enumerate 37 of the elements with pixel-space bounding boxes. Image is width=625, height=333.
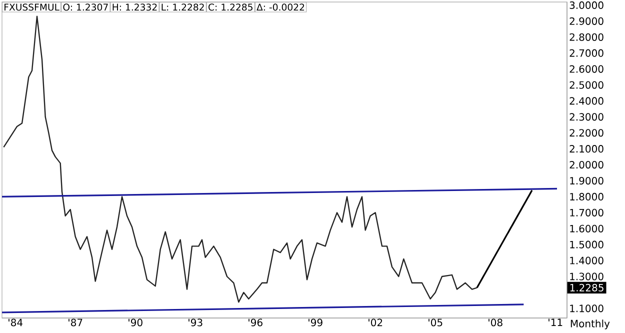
- x-tick-label: '02: [368, 318, 382, 326]
- x-axis-title: Monthly: [570, 320, 610, 330]
- annotation: H: 1.2332: [112, 4, 157, 11]
- y-tick-label: 2.4000: [570, 97, 604, 105]
- x-tick-label: '96: [248, 318, 262, 326]
- y-tick-label: 1.9000: [570, 176, 604, 185]
- annotation: Δ: -0.0022: [256, 4, 304, 11]
- annotation: C: 1.2285: [208, 4, 252, 11]
- y-tick-label: 1.1000: [570, 304, 604, 312]
- x-tick-label: '05: [428, 318, 442, 326]
- x-tick-label: '84: [8, 318, 23, 326]
- y-tick-label: 2.5000: [570, 81, 604, 89]
- y-tick-label: 2.2000: [570, 129, 604, 137]
- x-tick-label: '11: [548, 318, 562, 326]
- chart-title: FXUSSFMUL: [4, 4, 60, 11]
- y-tick-label: 1.7000: [570, 208, 604, 216]
- y-tick-label: 3.0000: [570, 1, 604, 9]
- y-tick-label: 2.7000: [570, 49, 604, 57]
- y-tick-label: 1.6000: [570, 224, 604, 232]
- x-tick-label: '87: [68, 318, 82, 326]
- y-tick-label: 2.6000: [570, 65, 604, 73]
- x-tick-label: '90: [128, 318, 142, 326]
- y-tick-label: 2.9000: [570, 17, 604, 25]
- x-tick-label: '99: [308, 318, 322, 326]
- y-tick-label: 2.3000: [570, 113, 604, 121]
- y-tick-label: 2.0000: [570, 161, 604, 169]
- annotation: L: 1.2282: [162, 4, 204, 11]
- text: 1.2285: [570, 284, 604, 292]
- y-tick-label: 1.5000: [570, 240, 604, 248]
- y-tick-label: 2.8000: [570, 33, 604, 41]
- annotation: O: 1.2307: [63, 4, 108, 11]
- x-tick-label: '08: [488, 318, 502, 326]
- y-tick-label: 1.3000: [570, 272, 604, 280]
- y-tick-label: 2.1000: [570, 145, 604, 153]
- y-tick-label: 1.8000: [570, 192, 604, 200]
- y-tick-label: 1.4000: [570, 256, 604, 264]
- x-tick-label: '93: [188, 318, 202, 326]
